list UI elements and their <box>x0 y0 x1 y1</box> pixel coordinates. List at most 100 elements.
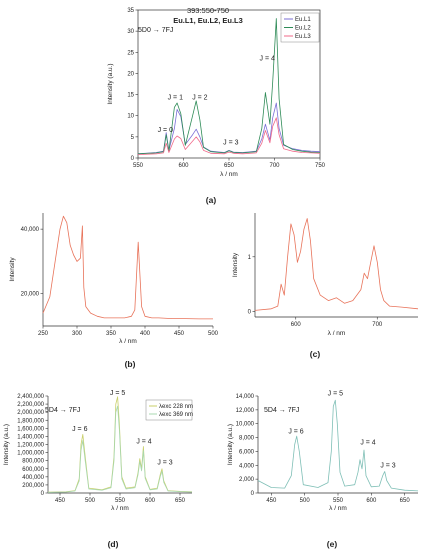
y-tick-label-e: 12,000 <box>236 408 255 414</box>
legend-box-d <box>145 399 193 421</box>
y-axis-label-d: Intensity (a.u.) <box>3 424 10 465</box>
series-line-a-1 <box>137 18 321 155</box>
y-tick-label-d: 1,800,000 <box>17 418 44 424</box>
y-tick-label-b: 40,000 <box>21 227 40 233</box>
x-tick-label-a: 650 <box>224 163 235 169</box>
x-tick-label-d: 600 <box>145 498 156 504</box>
x-tick-label-b: 500 <box>208 331 219 337</box>
x-tick-label-b: 300 <box>72 331 83 337</box>
annotation-a-0: J = 0 <box>158 127 173 134</box>
y-tick-label-e: 2,000 <box>239 477 255 483</box>
x-tick-label-a: 550 <box>133 163 144 169</box>
annotation-d-2: J = 4 <box>136 438 151 445</box>
panel-e-transition: 5D4 → 7FJ <box>264 407 299 414</box>
annotation-e-3: J = 3 <box>380 462 395 469</box>
annotation-a-2: J = 2 <box>192 95 207 102</box>
y-tick-label-c: 0 <box>248 310 252 316</box>
y-tick-label-a: 35 <box>127 8 134 14</box>
y-tick-label-d: 2,400,000 <box>17 394 44 400</box>
series-line-d-0 <box>47 396 193 493</box>
annotation-d-0: J = 6 <box>72 426 87 433</box>
y-tick-label-e: 14,000 <box>236 394 255 400</box>
y-tick-label-d: 400,000 <box>22 475 44 481</box>
annotation-e-0: J = 6 <box>288 428 303 435</box>
x-tick-label-a: 700 <box>269 163 280 169</box>
y-axis-label-e: Intensity (a.u.) <box>227 424 234 465</box>
legend-entry-d: λexc 228 nm <box>159 404 193 410</box>
y-tick-label-a: 30 <box>127 29 134 35</box>
y-tick-label-d: 800,000 <box>22 459 44 465</box>
caption-a: (a) <box>206 195 217 205</box>
annotation-d-1: J = 5 <box>110 390 125 397</box>
annotation-a-4: J = 4 <box>260 56 275 63</box>
x-tick-label-c: 700 <box>372 322 383 328</box>
y-tick-label-e: 10,000 <box>236 422 255 428</box>
legend-a: Eu.L1 Eu.L2 Eu.L3 <box>280 12 320 43</box>
y-tick-label-b: 20,000 <box>21 292 40 298</box>
y-tick-label-d: 1,200,000 <box>17 443 44 449</box>
y-tick-label-d: 2,200,000 <box>17 402 44 408</box>
x-tick-label-b: 450 <box>174 331 185 337</box>
x-tick-label-c: 600 <box>291 322 302 328</box>
plot-d: 450 500 550 600 650 0 200,000 400,000 600,000 800… <box>3 390 193 512</box>
annotation-e-1: J = 5 <box>328 390 343 397</box>
y-tick-label-a: 20 <box>127 71 134 77</box>
plot-a: 550 600 650 700 750 0 5 10 15 20 25 30 35 λ / nm Inten… <box>107 8 326 178</box>
y-tick-label-d: 2,000,000 <box>17 410 44 416</box>
plot-b: 250 300 350 400 450 500 20,000 40,000 λ / nm Inte… <box>9 213 219 345</box>
annotation-e-2: J = 4 <box>360 440 375 447</box>
plot-e: 450 500 550 600 650 0 2,000 4,000 6,000 8,000 10,0… <box>227 390 419 512</box>
y-tick-label-c: 1 <box>248 255 252 261</box>
legend-entry-a: Eu.L1 <box>295 17 311 23</box>
x-axis-label-a: λ / nm <box>220 171 238 178</box>
legend-entry-a: Eu.L2 <box>295 26 311 32</box>
panel-b: 250 300 350 400 450 500 20,000 40,000 λ / nm Inte… <box>9 213 219 369</box>
x-tick-label-e: 450 <box>266 498 277 504</box>
caption-e: (e) <box>327 539 338 549</box>
x-axis-label-e: λ / nm <box>329 505 347 512</box>
x-tick-label-d: 650 <box>175 498 186 504</box>
y-axis-label-a: Intensity (a.u.) <box>107 63 114 104</box>
y-tick-label-a: 5 <box>131 135 135 141</box>
x-tick-label-b: 250 <box>38 331 49 337</box>
x-axis-label-b: λ / nm <box>119 338 137 345</box>
panel-d: 5D4 → 7FJ 450 500 550 600 650 0 200,000 400,000… <box>3 390 193 549</box>
panel-a-title: 393:550-750 <box>187 6 229 15</box>
x-tick-label-e: 500 <box>300 498 311 504</box>
x-tick-label-a: 750 <box>315 163 326 169</box>
y-tick-label-d: 1,400,000 <box>17 434 44 440</box>
y-tick-label-a: 15 <box>127 93 134 99</box>
y-tick-label-e: 8,000 <box>239 436 255 442</box>
series-line-d-1 <box>47 405 193 493</box>
y-axis-label-b: Intensity <box>9 257 16 282</box>
panel-a-subtitle: Eu.L1, Eu.L2, Eu.L3 <box>173 16 243 25</box>
x-axis-label-c: λ / nm <box>328 330 346 337</box>
series-line-e-0 <box>257 399 419 492</box>
series-line-a-2 <box>137 117 321 155</box>
x-tick-label-e: 650 <box>400 498 411 504</box>
x-tick-label-b: 350 <box>106 331 117 337</box>
y-tick-label-a: 0 <box>131 156 135 162</box>
x-axis-label-d: λ / nm <box>111 505 129 512</box>
x-tick-label-e: 600 <box>366 498 377 504</box>
caption-d: (d) <box>108 539 119 549</box>
panel-a-transition: 5D0 → 7FJ <box>138 27 173 34</box>
series-line-c-0 <box>254 218 419 311</box>
panel-d-transition: 5D4 → 7FJ <box>45 407 80 414</box>
y-axis-label-c: Intensity <box>232 252 239 277</box>
caption-b: (b) <box>125 359 136 369</box>
annotation-d-3: J = 3 <box>157 460 172 467</box>
y-tick-label-e: 4,000 <box>239 463 255 469</box>
y-tick-label-a: 10 <box>127 114 134 120</box>
x-tick-label-a: 600 <box>178 163 189 169</box>
x-tick-label-b: 400 <box>140 331 151 337</box>
caption-c: (c) <box>310 349 321 359</box>
y-tick-label-d: 1,000,000 <box>17 451 44 457</box>
annotation-a-1: J = 1 <box>168 95 183 102</box>
x-tick-label-e: 550 <box>333 498 344 504</box>
y-tick-label-d: 600,000 <box>22 467 44 473</box>
legend-d: λexc 228 nm λexc 369 nm <box>145 399 193 421</box>
legend-entry-a: Eu.L3 <box>295 34 311 40</box>
y-tick-label-d: 0 <box>41 491 45 497</box>
